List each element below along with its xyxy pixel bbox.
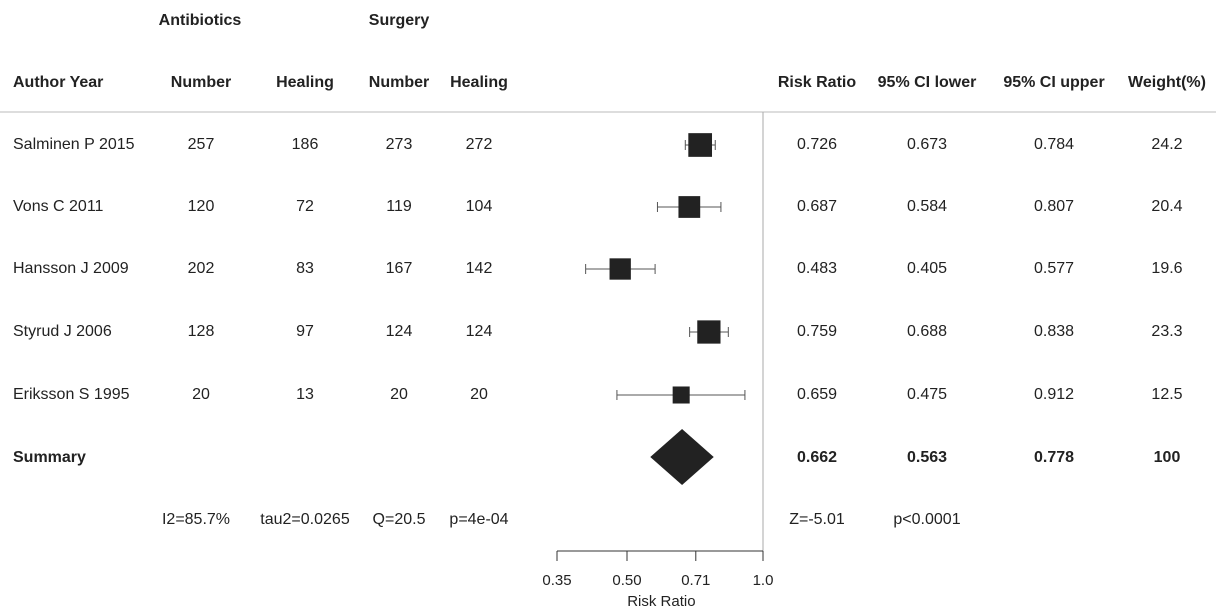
x-axis-tick-label: 1.0 (753, 572, 774, 589)
surg-healing-cell: 142 (465, 260, 493, 277)
surg-healing-cell: 124 (465, 323, 493, 340)
ci-lower-cell: 0.584 (906, 198, 948, 215)
summary-risk-ratio: 0.662 (796, 449, 838, 466)
study-name: Hansson J 2009 (13, 260, 129, 277)
overall-p-value: p<0.0001 (893, 511, 961, 528)
col-header-weight: Weight(%) (1128, 74, 1206, 91)
abx-number-cell: 128 (187, 323, 215, 340)
summary-ci-upper: 0.778 (1033, 449, 1075, 466)
ci-upper-cell: 0.912 (1033, 386, 1075, 403)
x-axis-tick-label: 0.71 (681, 572, 710, 589)
surg-number-cell: 119 (386, 198, 412, 215)
x-axis-tick-label: 0.35 (542, 572, 571, 589)
surg-healing-cell: 20 (470, 386, 488, 403)
col-header-ci-lower: 95% CI lower (877, 74, 977, 91)
col-header-risk-ratio: Risk Ratio (777, 74, 857, 91)
col-header-ci-upper: 95% CI upper (1003, 74, 1105, 91)
col-header-surg-healing: Healing (450, 74, 508, 91)
abx-healing-cell: 83 (296, 260, 314, 277)
abx-number-cell: 20 (192, 386, 210, 403)
ci-lower-cell: 0.475 (906, 386, 948, 403)
study-marker (697, 320, 721, 344)
weight-cell: 20.4 (1151, 198, 1183, 215)
study-name: Vons C 2011 (13, 198, 104, 215)
weight-cell: 12.5 (1151, 386, 1183, 403)
risk-ratio-cell: 0.687 (796, 198, 838, 215)
col-header-abx-number: Number (170, 74, 232, 91)
study-name: Salminen P 2015 (13, 136, 135, 153)
col-header-author-year: Author Year (13, 74, 104, 91)
weight-cell: 24.2 (1151, 136, 1183, 153)
abx-number-cell: 202 (187, 260, 215, 277)
weight-cell: 23.3 (1151, 323, 1183, 340)
risk-ratio-cell: 0.726 (796, 136, 838, 153)
summary-weight: 100 (1153, 449, 1181, 466)
abx-healing-cell: 13 (296, 386, 314, 403)
risk-ratio-cell: 0.759 (796, 323, 838, 340)
risk-ratio-cell: 0.483 (796, 260, 838, 277)
study-marker (672, 386, 690, 404)
surg-number-cell: 20 (390, 386, 408, 403)
abx-number-cell: 257 (187, 136, 215, 153)
q-statistic: Q=20.5 (372, 511, 426, 528)
risk-ratio-cell: 0.659 (796, 386, 838, 403)
z-statistic: Z=-5.01 (789, 511, 845, 528)
surg-healing-cell: 104 (465, 198, 493, 215)
ci-upper-cell: 0.807 (1033, 198, 1075, 215)
surg-number-cell: 167 (385, 260, 413, 277)
x-axis-label: Risk Ratio (627, 593, 695, 610)
abx-healing-cell: 72 (296, 198, 314, 215)
heterogeneity-p-value: p=4e-04 (449, 511, 509, 528)
abx-number-cell: 120 (187, 198, 215, 215)
group-header-surgery: Surgery (368, 12, 430, 29)
x-axis-tick-label: 0.50 (612, 572, 641, 589)
ci-lower-cell: 0.405 (906, 260, 948, 277)
study-marker (678, 196, 701, 218)
weight-cell: 19.6 (1151, 260, 1183, 277)
abx-healing-cell: 186 (291, 136, 319, 153)
group-header-antibiotics: Antibiotics (158, 12, 242, 29)
surg-healing-cell: 272 (465, 136, 493, 153)
study-name: Styrud J 2006 (13, 323, 112, 340)
ci-lower-cell: 0.688 (906, 323, 948, 340)
i2-statistic: I2=85.7% (161, 511, 231, 528)
abx-healing-cell: 97 (296, 323, 314, 340)
summary-ci-lower: 0.563 (906, 449, 948, 466)
summary-diamond (650, 429, 714, 485)
ci-upper-cell: 0.784 (1033, 136, 1075, 153)
col-header-abx-healing: Healing (276, 74, 334, 91)
ci-upper-cell: 0.577 (1033, 260, 1075, 277)
summary-label: Summary (13, 449, 86, 466)
tau2-statistic: tau2=0.0265 (260, 511, 350, 528)
surg-number-cell: 124 (385, 323, 413, 340)
ci-upper-cell: 0.838 (1033, 323, 1075, 340)
surg-number-cell: 273 (385, 136, 413, 153)
study-marker (688, 133, 713, 157)
study-name: Eriksson S 1995 (13, 386, 130, 403)
study-marker (609, 258, 631, 280)
ci-lower-cell: 0.673 (906, 136, 948, 153)
col-header-surg-number: Number (368, 74, 430, 91)
